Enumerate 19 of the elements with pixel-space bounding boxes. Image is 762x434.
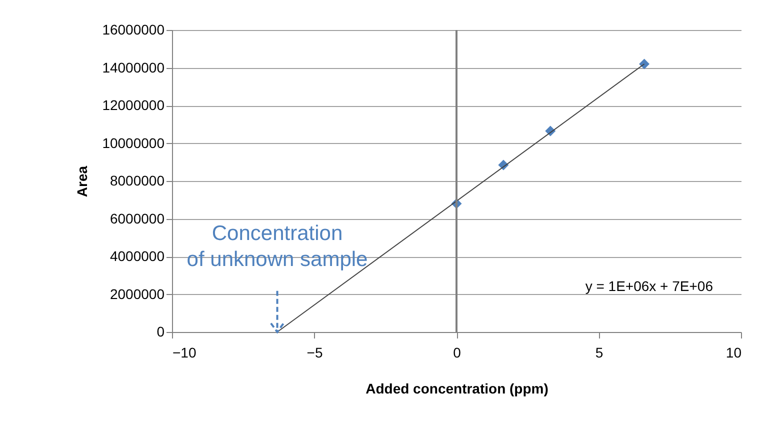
y-tick-label: 14000000: [102, 59, 165, 76]
annotation: y = 1E+06x + 7E+06: [585, 278, 714, 294]
annotation: Concentration of unknown sample: [186, 222, 368, 271]
y-tick-label: 6000000: [110, 210, 165, 226]
y-tick-label: 12000000: [102, 97, 165, 113]
x-tick-label: 10: [726, 344, 742, 360]
y-tick-label: 10000000: [102, 134, 165, 151]
y-tick-label: 2000000: [110, 286, 165, 302]
point: [639, 58, 650, 70]
y-tick-label: 4000000: [110, 248, 165, 264]
y-tick-label: 8000000: [110, 172, 165, 188]
y-tick-label: 0: [156, 324, 165, 340]
y-axis-title: Area: [74, 166, 90, 198]
y-tick-label: 16000000: [102, 22, 165, 38]
x-tick-label: −10: [172, 344, 196, 360]
x-tick-label: 5: [595, 344, 604, 360]
x-axis-title: Added concentration (ppm): [366, 380, 548, 396]
x-tick-label: 0: [453, 344, 462, 360]
x-tick-label: −5: [306, 344, 323, 360]
